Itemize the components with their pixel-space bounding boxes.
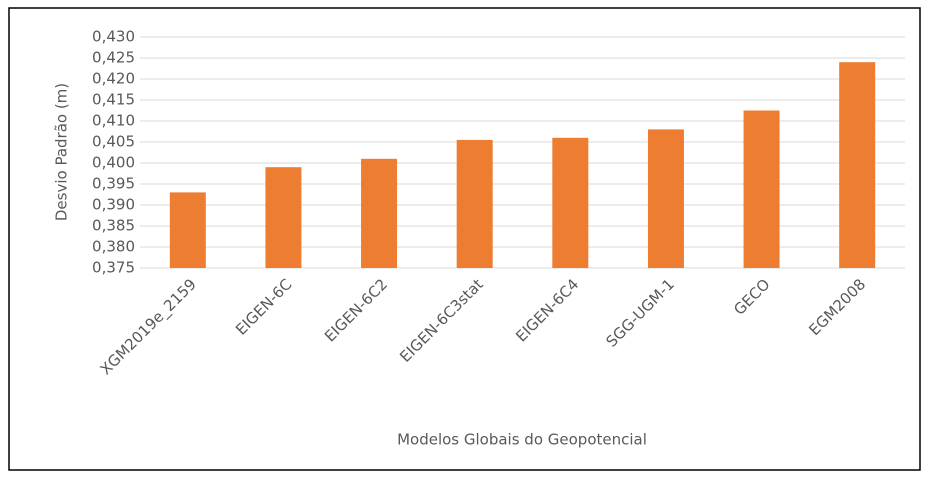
y-tick-label: 0,380 (92, 238, 135, 256)
bar (169, 192, 206, 268)
bar (361, 158, 398, 268)
bar (265, 167, 302, 268)
y-tick-label: 0,415 (92, 91, 135, 109)
y-tick-label: 0,410 (92, 112, 135, 130)
bar (647, 129, 684, 268)
y-tick-label: 0,400 (92, 154, 135, 172)
y-axis-title: Desvio Padrão (m) (53, 83, 71, 221)
y-tick-label: 0,395 (92, 175, 135, 193)
bar (552, 137, 589, 268)
bar (839, 62, 876, 269)
x-axis-title: Modelos Globais do Geopotencial (397, 431, 647, 449)
y-tick-label: 0,420 (92, 70, 135, 88)
y-tick-label: 0,385 (92, 217, 135, 235)
y-tick-label: 0,425 (92, 49, 135, 67)
bar (743, 110, 780, 268)
y-tick-label: 0,375 (92, 259, 135, 277)
bar (456, 139, 493, 268)
y-tick-label: 0,405 (92, 133, 135, 151)
y-tick-label: 0,390 (92, 196, 135, 214)
y-tick-label: 0,430 (92, 28, 135, 46)
